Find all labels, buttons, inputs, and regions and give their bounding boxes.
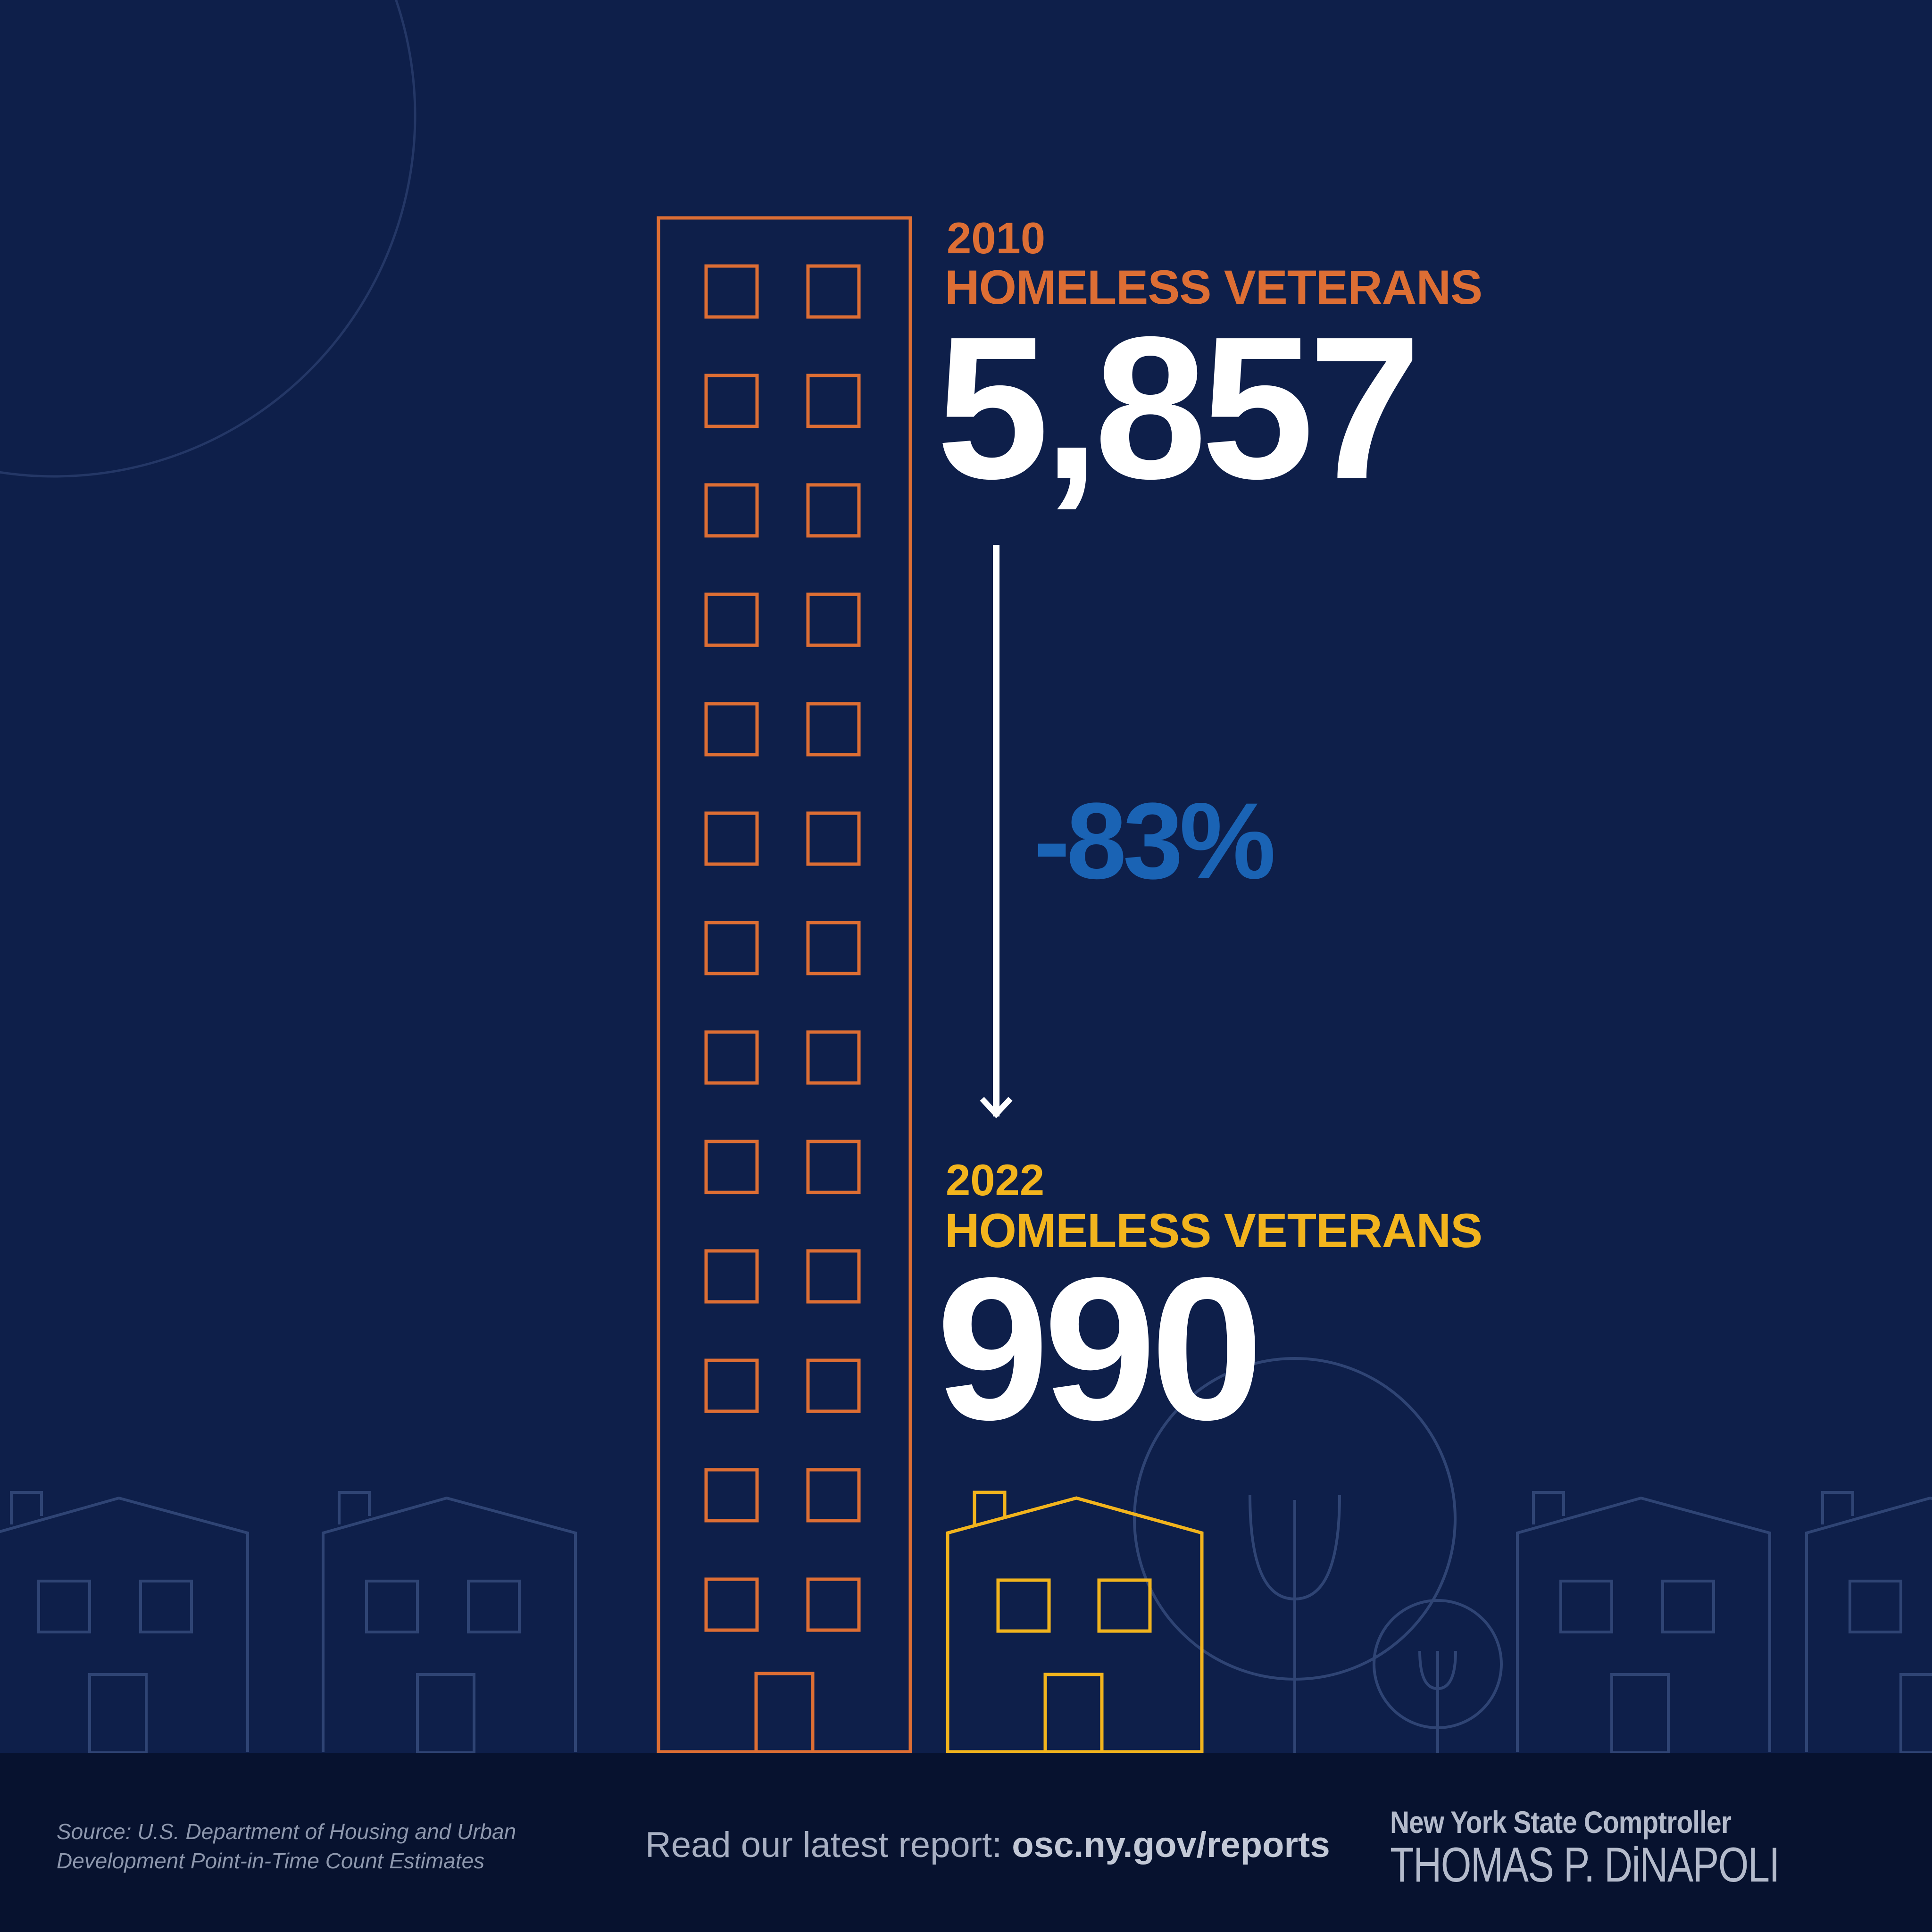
tree-outline-large — [1133, 1357, 1457, 1753]
background-house-outline — [1821, 1491, 1854, 1524]
value-2022: 990 — [936, 1236, 1263, 1462]
footer-bar — [0, 1753, 1932, 1932]
background-house-outline — [322, 1496, 577, 1752]
building-window — [806, 702, 861, 757]
report-link[interactable]: osc.ny.gov/reports — [1012, 1825, 1330, 1865]
building-window — [704, 1140, 759, 1194]
background-house-door — [1899, 1673, 1932, 1754]
building-window — [704, 264, 759, 319]
decor-circle — [0, 0, 416, 478]
building-window — [704, 1577, 759, 1632]
building-window — [806, 264, 861, 319]
building-window — [806, 592, 861, 647]
background-house-window — [1849, 1580, 1902, 1633]
building-window — [704, 1030, 759, 1085]
background-house-outline — [10, 1491, 43, 1524]
background-house-door — [1610, 1673, 1670, 1754]
building-window — [704, 702, 759, 757]
building-window — [704, 483, 759, 538]
background-house-window — [139, 1580, 193, 1633]
small-house-icon — [946, 1491, 1204, 1754]
background-house-window — [467, 1580, 521, 1633]
decrease-arrow-icon — [980, 545, 1013, 1118]
comptroller-logo: New York State Comptroller THOMAS P. DiN… — [1390, 1804, 1876, 1893]
building-window — [806, 1468, 861, 1523]
background-house-outline — [0, 1496, 249, 1752]
year-2022: 2022 — [946, 1155, 1045, 1205]
background-house-window — [365, 1580, 419, 1633]
source-line-1: Source: U.S. Department of Housing and U… — [57, 1819, 516, 1844]
apartment-building-icon — [657, 216, 912, 1754]
source-line-2: Development Point-in-Time Count Estimate… — [57, 1849, 485, 1873]
logo-line-1: New York State Comptroller — [1390, 1805, 1732, 1840]
background-house-door — [88, 1673, 148, 1754]
percent-change: -83% — [1034, 780, 1276, 901]
building-window — [806, 1140, 861, 1194]
building-window — [806, 483, 861, 538]
tree-outline-small — [1373, 1599, 1503, 1753]
building-window — [704, 811, 759, 866]
label-2010: HOMELESS VETERANS — [945, 260, 1482, 314]
background-houses — [0, 1491, 1932, 1754]
building-window — [806, 1358, 861, 1413]
background-house-outline — [1516, 1496, 1771, 1752]
background-house-window — [1661, 1580, 1715, 1633]
read-report-prefix: Read our latest report: — [645, 1825, 1012, 1865]
source-note: Source: U.S. Department of Housing and U… — [57, 1817, 516, 1875]
read-report-text: Read our latest report: osc.ny.gov/repor… — [645, 1824, 1330, 1865]
year-2010: 2010 — [947, 213, 1046, 263]
building-window — [806, 1030, 861, 1085]
building-window — [704, 1249, 759, 1304]
background-house-door — [416, 1673, 475, 1754]
background-house-outline — [1532, 1491, 1565, 1524]
building-window — [806, 1577, 861, 1632]
building-window — [806, 811, 861, 866]
building-window — [806, 1249, 861, 1304]
background-house-window — [37, 1580, 91, 1633]
building-window — [806, 374, 861, 428]
background-house-window — [1559, 1580, 1613, 1633]
background-house-outline — [338, 1491, 371, 1524]
building-window — [704, 374, 759, 428]
building-window — [704, 921, 759, 975]
logo-line-2: THOMAS P. DiNAPOLI — [1390, 1838, 1780, 1892]
building-window — [704, 1358, 759, 1413]
building-window — [704, 592, 759, 647]
building-window — [704, 1468, 759, 1523]
label-2022: HOMELESS VETERANS — [945, 1204, 1482, 1257]
building-window — [806, 921, 861, 975]
value-2010: 5,857 — [936, 295, 1421, 521]
background-house-outline — [1805, 1496, 1932, 1752]
